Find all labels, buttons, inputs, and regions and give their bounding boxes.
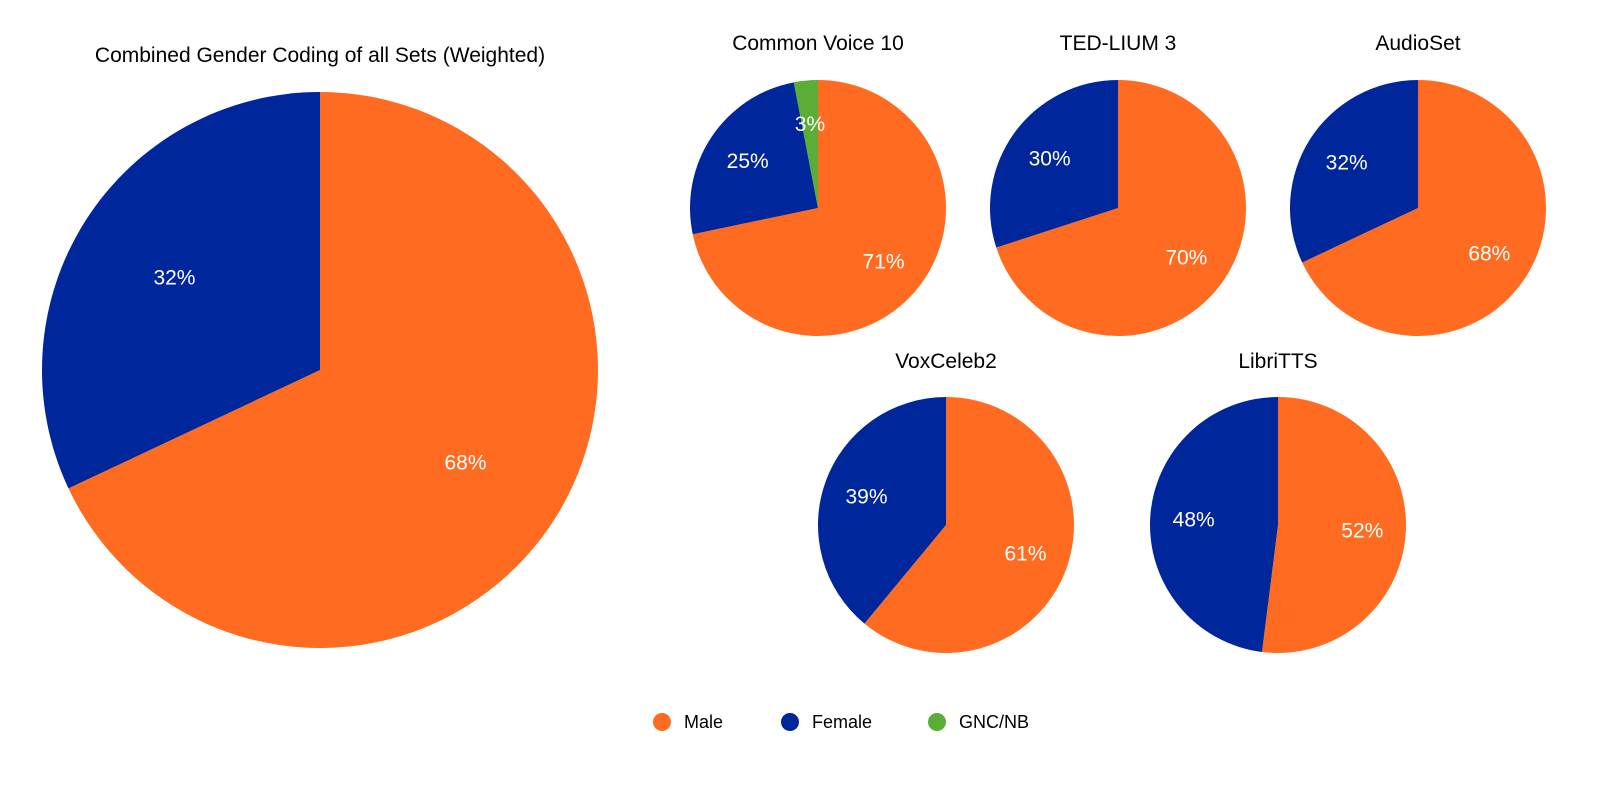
legend-swatch (653, 713, 671, 731)
pie-ted-lium-3: TED-LIUM 3 70% 30% (990, 32, 1246, 336)
legend-label: Male (684, 712, 723, 732)
pie-slice-female (1290, 80, 1418, 263)
slice-data-label: 48% (1173, 509, 1215, 532)
slice-data-label: 32% (153, 267, 195, 290)
slice-data-label: 71% (863, 250, 905, 273)
slice-data-label: 32% (1326, 152, 1368, 175)
legend-label: GNC/NB (959, 712, 1029, 732)
pie-title: VoxCeleb2 (895, 350, 997, 373)
pie-combined-gender-coding-of-all-sets-weighted: Combined Gender Coding of all Sets (Weig… (41, 44, 599, 648)
pie-title: TED-LIUM 3 (1060, 32, 1177, 55)
pie-slice-male (996, 80, 1246, 336)
pie-slice-female (990, 80, 1118, 248)
slice-data-label: 25% (727, 150, 769, 173)
slice-data-label: 61% (1004, 543, 1046, 566)
pie-slice-male (1302, 80, 1546, 336)
legend-item-female: Female (781, 712, 872, 732)
pie-title: AudioSet (1375, 32, 1460, 55)
slice-data-label: 39% (845, 485, 887, 508)
slice-data-label: 70% (1165, 247, 1207, 270)
pie-libritts: LibriTTS 52% 48% (1150, 350, 1407, 654)
pie-audioset: AudioSet 68% 32% (1290, 32, 1546, 336)
legend-item-gnc-nb: GNC/NB (928, 712, 1029, 732)
pie-slice-male (1261, 397, 1407, 654)
legend-item-male: Male (653, 712, 723, 732)
pie-slice-gnc-nb (793, 80, 818, 208)
pie-slice-male (864, 397, 1074, 653)
slice-data-label: 68% (445, 451, 487, 474)
pie-title: LibriTTS (1238, 350, 1317, 373)
pie-slice-female (41, 92, 321, 489)
slice-data-label: 52% (1341, 519, 1383, 542)
slice-data-label: 30% (1029, 147, 1071, 170)
legend-swatch (928, 713, 946, 731)
legend-label: Female (812, 712, 872, 732)
legend-swatch (781, 713, 799, 731)
pie-slice-male (68, 92, 599, 648)
pie-slice-male (692, 80, 946, 336)
pie-slice-female (818, 397, 946, 624)
pie-slice-female (1150, 397, 1278, 652)
pie-title: Combined Gender Coding of all Sets (Weig… (95, 44, 545, 67)
pie-title: Common Voice 10 (732, 32, 904, 55)
pie-slice-female (690, 82, 818, 235)
slice-data-label: 68% (1468, 242, 1510, 265)
legend: Male Female GNC/NB (653, 712, 1029, 732)
slice-data-label: 3% (795, 113, 825, 136)
pie-voxceleb2: VoxCeleb2 61% 39% (818, 350, 1074, 653)
pies-group: Combined Gender Coding of all Sets (Weig… (41, 32, 1546, 654)
pie-common-voice-10: Common Voice 10 71% 25% 3% (690, 32, 946, 336)
